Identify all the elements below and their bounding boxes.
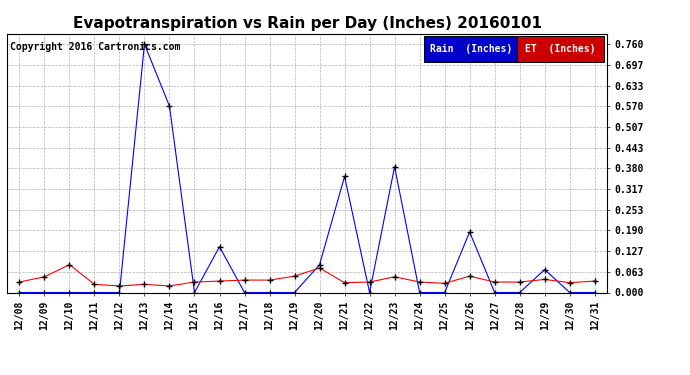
FancyBboxPatch shape — [424, 36, 518, 62]
Text: Copyright 2016 Cartronics.com: Copyright 2016 Cartronics.com — [10, 42, 180, 51]
Title: Evapotranspiration vs Rain per Day (Inches) 20160101: Evapotranspiration vs Rain per Day (Inch… — [72, 16, 542, 31]
FancyBboxPatch shape — [518, 36, 604, 62]
Text: Rain  (Inches): Rain (Inches) — [429, 44, 512, 54]
Text: ET  (Inches): ET (Inches) — [525, 44, 596, 54]
